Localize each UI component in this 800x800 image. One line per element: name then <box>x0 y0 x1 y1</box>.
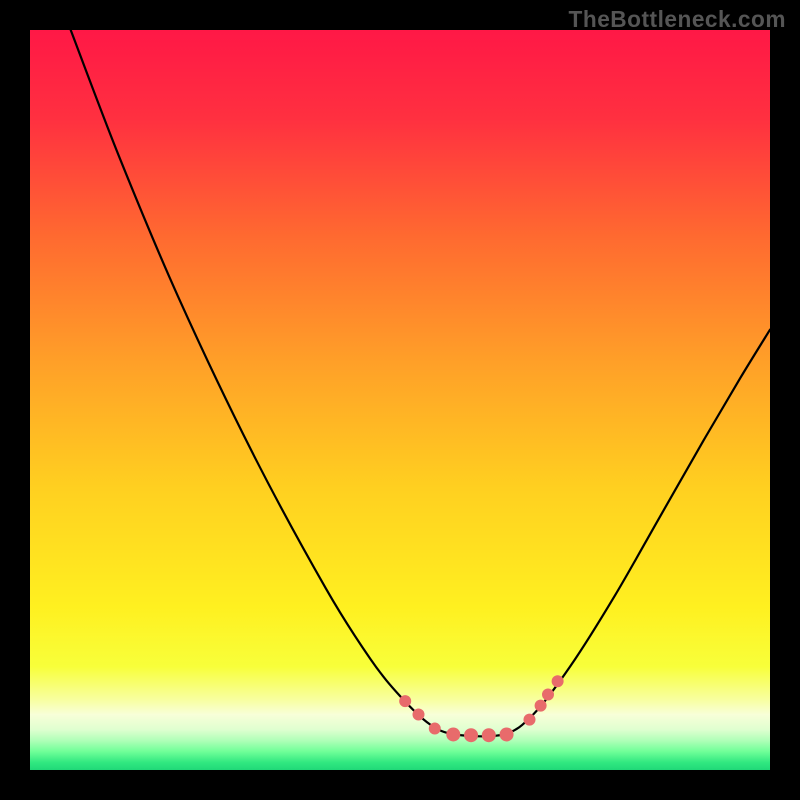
sample-marker <box>464 728 478 742</box>
sample-marker <box>413 709 425 721</box>
sample-marker <box>552 675 564 687</box>
sample-marker <box>429 723 441 735</box>
sample-marker <box>446 727 460 741</box>
chart-container: TheBottleneck.com <box>0 0 800 800</box>
sample-marker <box>482 728 496 742</box>
sample-marker <box>524 714 536 726</box>
sample-marker <box>399 695 411 707</box>
bottleneck-chart <box>0 0 800 800</box>
sample-marker <box>535 700 547 712</box>
sample-marker <box>500 727 514 741</box>
sample-marker <box>542 689 554 701</box>
plot-background <box>30 30 770 770</box>
